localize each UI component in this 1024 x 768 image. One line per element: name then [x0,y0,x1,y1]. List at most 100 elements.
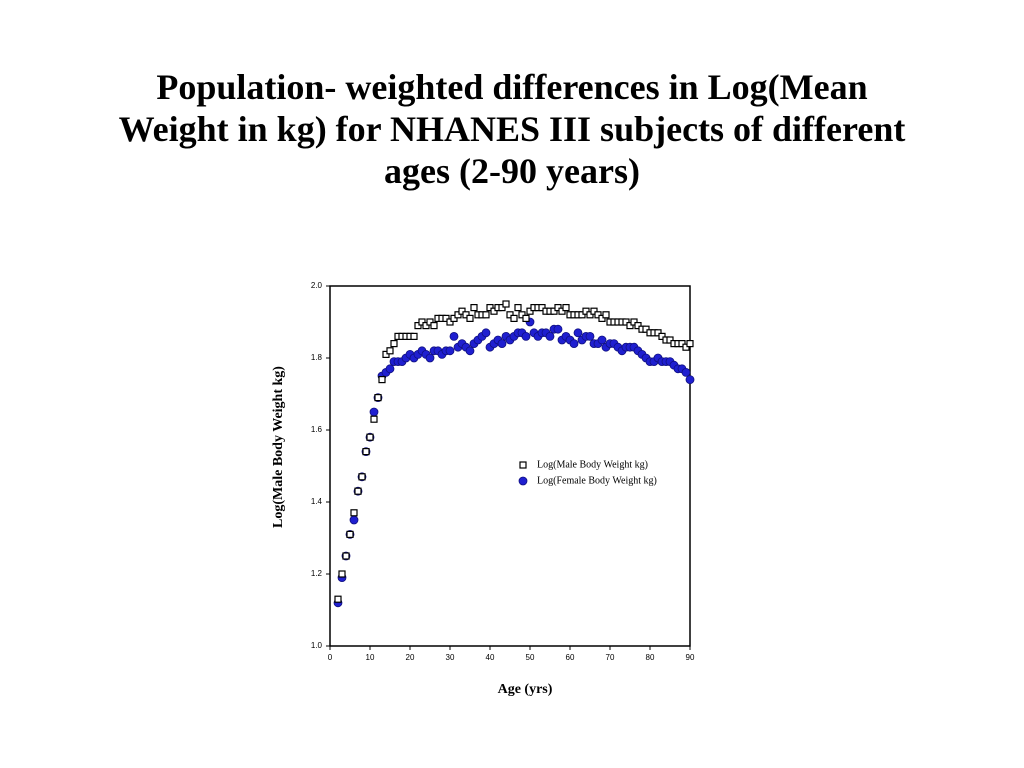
point-square [510,314,518,322]
point-square [490,307,498,315]
point-square [558,307,566,315]
point-circle [585,331,595,341]
x-tick-label: 40 [486,653,495,662]
point-square [390,340,398,348]
point-square [470,304,478,312]
point-circle [449,331,459,341]
point-square [410,332,418,340]
point-circle [497,339,507,349]
point-square [362,448,370,456]
point-square [338,570,346,578]
point-square [430,322,438,330]
point-square [418,318,426,326]
point-square [554,304,562,312]
legend-label: Log(Male Body Weight kg) [537,459,648,470]
point-circle [349,515,359,525]
point-square [354,487,362,495]
plot-frame [329,285,691,647]
point-square [634,322,642,330]
point-square [370,415,378,423]
point-square [414,322,422,330]
legend-marker [519,461,527,469]
point-circle [369,407,379,417]
point-square [602,311,610,319]
point-square [686,340,694,348]
point-square [514,304,522,312]
point-square [342,552,350,560]
point-square [598,314,606,322]
x-tick-label: 30 [446,653,455,662]
point-square [462,311,470,319]
point-square [594,311,602,319]
point-circle [545,331,555,341]
point-square [382,350,390,358]
point-square [358,473,366,481]
point-square [654,329,662,337]
point-square [562,304,570,312]
point-square [366,433,374,441]
point-square [446,318,454,326]
point-square [498,304,506,312]
point-circle [385,364,395,374]
point-square [486,304,494,312]
point-circle [553,324,563,334]
point-square [506,311,514,319]
point-square [334,595,342,603]
x-tick-label: 50 [526,653,535,662]
point-square [658,332,666,340]
point-square [466,314,474,322]
x-axis-label: Age (yrs) [498,682,553,697]
point-circle [681,367,691,377]
chart-title: Population- weighted differences in Log(… [118,67,906,191]
point-square [526,307,534,315]
point-square [450,314,458,322]
y-tick-label: 2.0 [311,281,323,290]
point-square [482,311,490,319]
point-circle [573,328,583,338]
point-circle [569,339,579,349]
point-square [350,509,358,517]
y-tick-label: 1.4 [311,497,323,506]
point-square [630,318,638,326]
point-square [626,322,634,330]
point-square [426,318,434,326]
point-circle [597,335,607,345]
point-circle [521,331,531,341]
x-tick-label: 90 [686,653,695,662]
point-square [550,307,558,315]
point-circle [445,346,455,356]
point-circle [481,328,491,338]
point-square [422,322,430,330]
x-tick-label: 70 [606,653,615,662]
point-square [502,300,510,308]
x-tick-label: 80 [646,653,655,662]
point-square [346,530,354,539]
y-tick-label: 1.6 [311,425,323,434]
x-tick-label: 10 [366,653,375,662]
point-square [522,314,530,322]
point-square [538,304,546,312]
point-square [622,318,630,326]
y-tick-label: 1.2 [311,569,323,578]
point-circle [685,375,695,385]
x-tick-label: 0 [328,653,333,662]
y-axis-label: Log(Male Body Weight kg) [271,366,286,528]
point-square [442,314,450,322]
point-square [374,394,382,402]
point-square [378,376,386,384]
point-circle [425,353,435,363]
y-tick-label: 1.0 [311,641,323,650]
point-square [678,340,686,348]
point-square [386,347,394,355]
y-tick-label: 1.8 [311,353,323,362]
point-square [518,311,526,319]
point-square [666,336,674,344]
x-tick-label: 20 [406,653,415,662]
legend-label: Log(Female Body Weight kg) [537,475,657,486]
point-circle [465,346,475,356]
legend-marker [518,476,528,486]
point-square [682,343,690,351]
x-tick-label: 60 [566,653,575,662]
